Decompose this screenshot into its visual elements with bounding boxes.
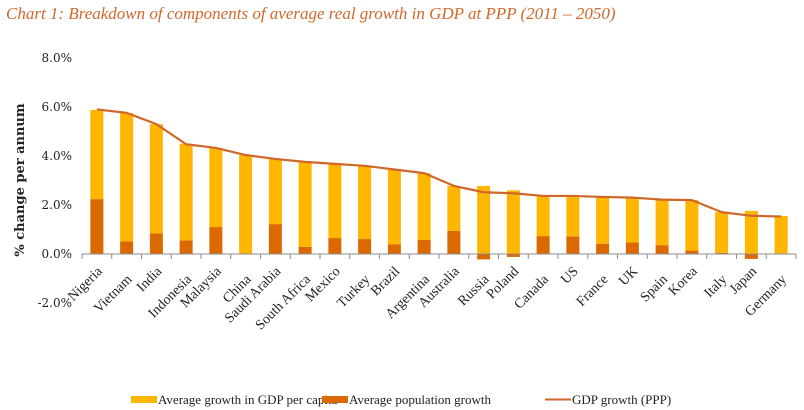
gdp-per-capita-bar bbox=[268, 158, 282, 225]
population-bar bbox=[506, 254, 520, 257]
population-bar bbox=[715, 252, 729, 254]
y-tick-label: -2.0% bbox=[37, 296, 72, 310]
population-bar bbox=[625, 242, 639, 254]
x-ticks: NigeriaVietnamIndiaIndonesiaMalaysiaChin… bbox=[65, 264, 790, 333]
bars bbox=[90, 109, 788, 260]
y-axis-label: % change per annum bbox=[13, 103, 28, 257]
legend: Average growth in GDP per capita Average … bbox=[131, 392, 671, 407]
gdp-per-capita-bar bbox=[387, 169, 401, 245]
population-bar bbox=[477, 254, 491, 260]
y-axis-label-group: % change per annum bbox=[13, 103, 28, 257]
x-tick-label: India bbox=[134, 264, 166, 296]
gdp-per-capita-bar bbox=[566, 195, 580, 237]
x-tick-label: Brazil bbox=[368, 264, 403, 299]
population-bar bbox=[328, 238, 342, 254]
gdp-per-capita-bar bbox=[120, 112, 134, 242]
y-tick-label: 0.0% bbox=[42, 247, 73, 261]
x-tick-label: Japan bbox=[727, 264, 760, 297]
x-tick-label: UK bbox=[616, 264, 641, 289]
gdp-per-capita-bar bbox=[625, 197, 639, 243]
gdp-growth-line bbox=[96, 108, 782, 218]
population-bar bbox=[149, 233, 163, 254]
population-bar bbox=[387, 244, 401, 254]
gdp-per-capita-bar bbox=[596, 196, 610, 244]
chart-title: Chart 1: Breakdown of components of aver… bbox=[6, 4, 616, 23]
population-bar bbox=[596, 243, 610, 254]
y-tick-label: 2.0% bbox=[42, 198, 73, 212]
gdp-per-capita-bar bbox=[744, 210, 758, 254]
legend-label: Average population growth bbox=[349, 392, 491, 407]
x-tick-label: US bbox=[558, 264, 581, 287]
gdp-per-capita-bar bbox=[477, 185, 491, 254]
population-bar bbox=[90, 199, 104, 254]
gdp-per-capita-bar bbox=[536, 195, 550, 237]
population-bar bbox=[358, 239, 372, 254]
population-bar bbox=[209, 227, 223, 254]
gdp-per-capita-bar bbox=[506, 190, 520, 254]
population-bar bbox=[536, 236, 550, 254]
population-bar bbox=[655, 245, 669, 254]
legend-swatch bbox=[322, 396, 348, 403]
y-ticks: 8.0% 6.0% 4.0% 2.0% 0.0% -2.0% bbox=[37, 51, 72, 310]
gdp-per-capita-bar bbox=[447, 185, 461, 231]
population-bar bbox=[120, 241, 134, 254]
y-tick-label: 6.0% bbox=[42, 100, 73, 114]
population-bar bbox=[566, 236, 580, 254]
population-bar bbox=[298, 246, 312, 254]
gdp-per-capita-bar bbox=[358, 165, 372, 240]
gdp-per-capita-bar bbox=[298, 161, 312, 247]
gdp-per-capita-bar bbox=[90, 109, 104, 200]
gdp-per-capita-bar bbox=[239, 155, 253, 254]
gdp-per-capita-bar bbox=[209, 147, 223, 228]
legend-swatch bbox=[131, 396, 157, 403]
y-tick-label: 4.0% bbox=[42, 149, 73, 163]
x-tick-label: Korea bbox=[666, 264, 701, 299]
gdp-per-capita-bar bbox=[655, 199, 669, 246]
gdp-line-group bbox=[96, 108, 782, 218]
gdp-per-capita-bar bbox=[179, 143, 193, 241]
gdp-per-capita-bar bbox=[149, 124, 163, 234]
x-tick-label: France bbox=[574, 272, 612, 310]
population-bar bbox=[179, 240, 193, 254]
population-bar bbox=[417, 240, 431, 254]
gdp-per-capita-bar bbox=[328, 163, 342, 239]
population-bar bbox=[268, 224, 282, 254]
gdp-per-capita-bar bbox=[715, 212, 729, 253]
population-bar bbox=[447, 230, 461, 254]
population-bar bbox=[744, 254, 758, 259]
x-axis bbox=[81, 253, 797, 259]
y-tick-label: 8.0% bbox=[42, 51, 73, 65]
gdp-per-capita-bar bbox=[417, 173, 431, 241]
population-bar bbox=[685, 250, 699, 254]
legend-label: Average growth in GDP per capita bbox=[158, 392, 338, 407]
legend-label: GDP growth (PPP) bbox=[572, 392, 671, 407]
gdp-per-capita-bar bbox=[685, 200, 699, 251]
gdp-per-capita-bar bbox=[774, 216, 788, 254]
